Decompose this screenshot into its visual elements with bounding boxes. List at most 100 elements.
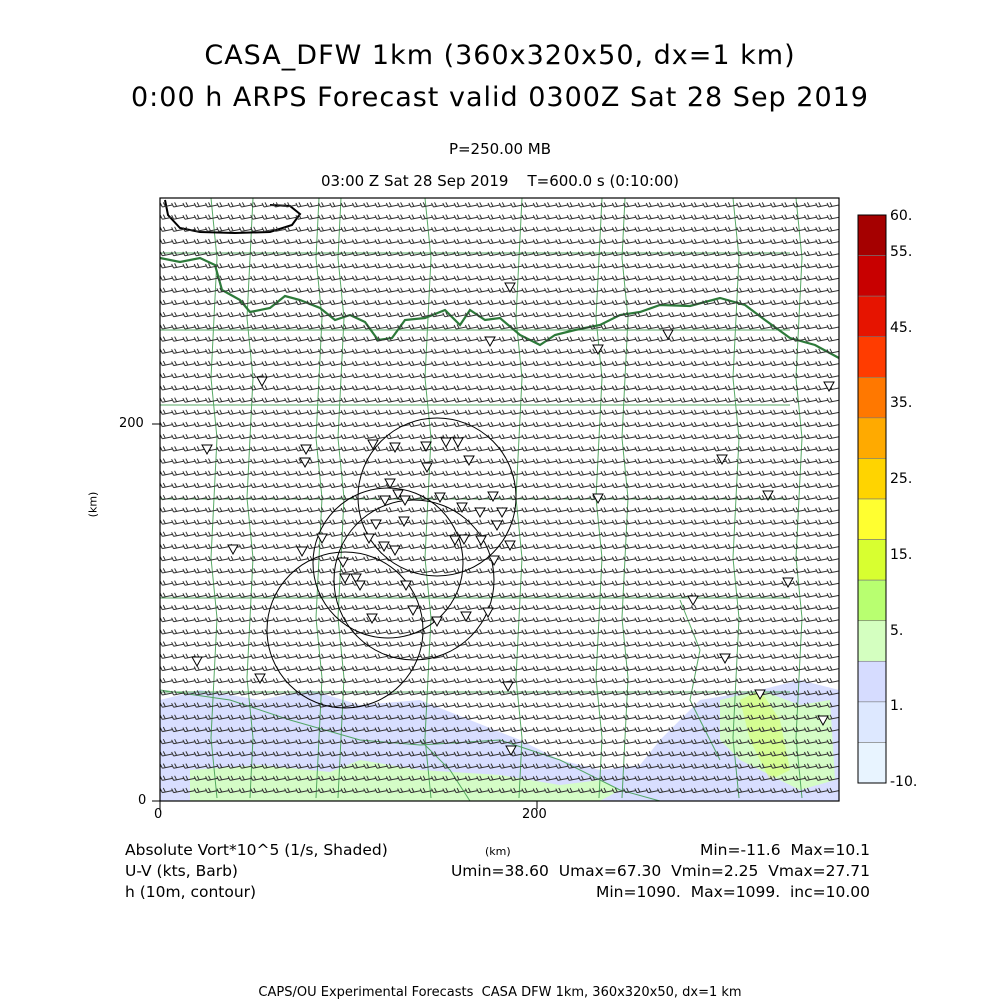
y-tick-0: 0	[138, 793, 147, 808]
station-marker	[487, 491, 499, 503]
colorbar	[857, 214, 887, 784]
station-marker	[687, 595, 699, 607]
station-marker	[300, 444, 312, 456]
station-marker	[254, 673, 266, 685]
county-boundary	[160, 597, 790, 600]
county-boundary	[337, 198, 345, 799]
y-tick-200: 200	[119, 416, 144, 431]
station-marker	[400, 580, 412, 592]
station-marker	[392, 489, 404, 501]
colorbar-segment	[857, 539, 887, 581]
y-axis-unit: (km)	[86, 491, 100, 518]
station-marker	[389, 442, 401, 454]
colorbar-segment	[857, 255, 887, 297]
lake-outline	[164, 199, 302, 235]
station-marker	[370, 519, 382, 531]
station-marker	[316, 533, 328, 545]
station-marker	[440, 437, 452, 449]
station-marker	[504, 540, 516, 552]
colorbar-segment	[857, 417, 887, 459]
station-marker	[662, 329, 674, 341]
field-barb-label: U-V (kts, Barb)	[125, 862, 238, 880]
height-stats: Min=1090. Max=1099. inc=10.00	[596, 883, 870, 901]
station-marker	[398, 516, 410, 528]
station-marker	[505, 745, 517, 757]
station-marker	[449, 535, 461, 547]
field-contour-label: h (10m, contour)	[125, 883, 257, 901]
vort-stats: Min=-11.6 Max=10.1	[700, 841, 870, 859]
station-marker	[420, 441, 432, 453]
county-boundary	[315, 198, 323, 799]
county-boundary	[160, 690, 790, 693]
station-marker	[421, 462, 433, 474]
station-marker	[299, 457, 311, 469]
county-boundary	[210, 198, 218, 799]
colorbar-segment	[857, 660, 887, 703]
station-marker	[354, 580, 366, 592]
station-marker	[339, 573, 351, 585]
station-marker	[384, 478, 396, 490]
colorbar-segment	[857, 376, 887, 419]
station-marker	[491, 520, 503, 532]
plot-frame	[159, 197, 840, 802]
station-marker	[474, 507, 486, 519]
station-marker	[399, 495, 411, 507]
x-tick-0: 0	[154, 807, 163, 822]
colorbar-label: 45.	[890, 320, 913, 336]
station-marker	[366, 613, 378, 625]
colorbar-label: 35.	[890, 395, 913, 411]
county-boundary	[160, 250, 790, 254]
colorbar-segment	[857, 498, 887, 540]
wind-stats: Umin=38.60 Umax=67.30 Vmin=2.25 Vmax=27.…	[450, 862, 870, 880]
county-boundary	[795, 198, 803, 799]
state-border-river	[160, 256, 839, 359]
station-marker	[488, 555, 500, 567]
county-boundary	[595, 198, 603, 799]
colorbar-segment	[857, 336, 887, 378]
station-marker	[496, 507, 508, 519]
station-marker	[256, 376, 268, 388]
county-boundary	[732, 198, 740, 799]
station-marker	[452, 437, 464, 449]
station-marker	[434, 492, 446, 504]
station-marker	[482, 607, 494, 619]
station-marker	[363, 533, 375, 545]
station-marker	[592, 493, 604, 505]
title-line-2: 0:00 h ARPS Forecast valid 0300Z Sat 28 …	[131, 82, 869, 113]
county-boundary	[515, 198, 523, 799]
footer-credit: CAPS/OU Experimental Forecasts CASA DFW …	[258, 985, 742, 1000]
colorbar-segment	[857, 620, 887, 662]
station-marker	[475, 535, 487, 547]
colorbar-label: -10.	[890, 774, 918, 790]
station-marker	[719, 653, 731, 665]
field-shaded-label: Absolute Vort*10^5 (1/s, Shaded)	[125, 841, 388, 859]
title-line-1: CASA_DFW 1km (360x320x50, dx=1 km)	[204, 40, 796, 71]
x-axis-unit: (km)	[485, 845, 511, 858]
colorbar-label: 60.	[890, 208, 913, 224]
colorbar-segment	[857, 458, 887, 500]
colorbar-label: 5.	[890, 623, 904, 639]
colorbar-segment	[857, 579, 887, 622]
station-marker	[754, 689, 766, 701]
station-marker	[191, 656, 203, 668]
colorbar-segment	[857, 742, 887, 784]
station-marker	[201, 444, 213, 456]
station-marker	[350, 573, 362, 585]
station-marker	[592, 344, 604, 356]
station-marker	[407, 605, 419, 617]
station-marker	[823, 381, 835, 393]
colorbar-segment	[857, 295, 887, 338]
station-marker	[504, 282, 516, 294]
colorbar-segment	[857, 701, 887, 743]
county-boundary	[679, 599, 721, 761]
station-marker	[762, 490, 774, 502]
x-tick-200: 200	[522, 807, 547, 822]
radar-range-ring	[333, 499, 495, 661]
county-boundary	[160, 689, 661, 801]
station-marker	[817, 715, 829, 727]
station-marker	[296, 546, 308, 558]
station-marker	[389, 545, 401, 557]
radar-range-ring	[312, 487, 464, 639]
colorbar-label: 25.	[890, 471, 913, 487]
